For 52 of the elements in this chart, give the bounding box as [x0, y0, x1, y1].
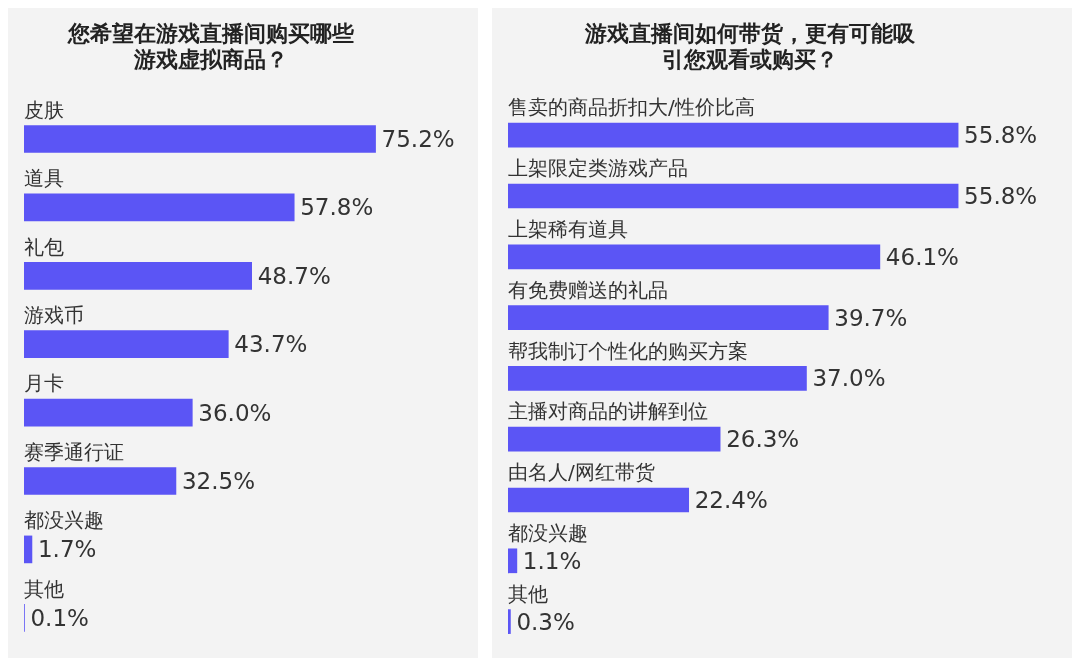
- y-tick-label: 主播对商品的讲解到位: [508, 399, 708, 424]
- y-tick-label: 有免费赠送的礼品: [508, 277, 668, 302]
- bar: [24, 193, 295, 222]
- bar: [508, 244, 881, 270]
- data-label: 57.8%: [300, 194, 374, 221]
- y-tick-label: 帮我制订个性化的购买方案: [508, 338, 748, 363]
- y-tick-label: 由名人/网红带货: [508, 460, 655, 485]
- bar: [24, 467, 177, 495]
- y-tick-label: 其他: [24, 576, 64, 601]
- data-label: 48.7%: [257, 262, 331, 289]
- chart-title: 游戏直播间如何带货，更有可能吸引您观看或购买？: [584, 20, 916, 73]
- y-tick-label: 都没兴趣: [508, 521, 588, 545]
- bar: [508, 426, 721, 452]
- y-tick-label: 月卡: [24, 371, 64, 396]
- data-label: 37.0%: [812, 365, 886, 392]
- y-tick-label: 其他: [508, 581, 548, 606]
- bar: [24, 535, 33, 564]
- y-tick-label: 都没兴趣: [24, 508, 104, 533]
- y-tick-label: 售卖的商品折扣大/性价比高: [508, 95, 755, 120]
- y-tick-label: 道具: [24, 166, 64, 191]
- chart-title: 您希望在游戏直播间购买哪些游戏虚拟商品？: [67, 20, 354, 73]
- bar: [508, 366, 807, 391]
- data-label: 26.3%: [726, 426, 800, 453]
- y-tick-label: 礼包: [24, 234, 64, 259]
- bar: [508, 305, 829, 330]
- y-tick-label: 赛季通行证: [24, 439, 124, 464]
- data-label: 55.8%: [964, 122, 1038, 149]
- bar: [24, 125, 376, 153]
- data-label: 46.1%: [885, 243, 959, 270]
- bar: [508, 609, 511, 634]
- data-label: 0.3%: [516, 608, 575, 635]
- bar: [24, 261, 252, 290]
- data-label: 32.5%: [181, 467, 256, 494]
- bar: [508, 183, 959, 209]
- bar: [508, 122, 959, 148]
- data-label: 0.1%: [30, 604, 89, 631]
- data-label: 1.1%: [522, 547, 582, 574]
- data-label: 36.0%: [198, 399, 272, 426]
- data-label: 75.2%: [381, 125, 455, 152]
- data-label: 39.7%: [834, 304, 908, 331]
- data-label: 55.8%: [964, 182, 1038, 209]
- data-label: 1.7%: [37, 536, 97, 563]
- bar: [508, 548, 518, 574]
- y-tick-label: 上架稀有道具: [508, 217, 628, 241]
- data-label: 43.7%: [234, 331, 308, 358]
- data-label: 22.4%: [694, 486, 768, 513]
- y-tick-label: 游戏币: [24, 302, 84, 327]
- bar: [508, 487, 690, 513]
- y-tick-label: 皮肤: [24, 97, 64, 122]
- bar: [24, 330, 229, 359]
- bar: [24, 398, 193, 427]
- y-tick-label: 上架限定类游戏产品: [508, 156, 688, 181]
